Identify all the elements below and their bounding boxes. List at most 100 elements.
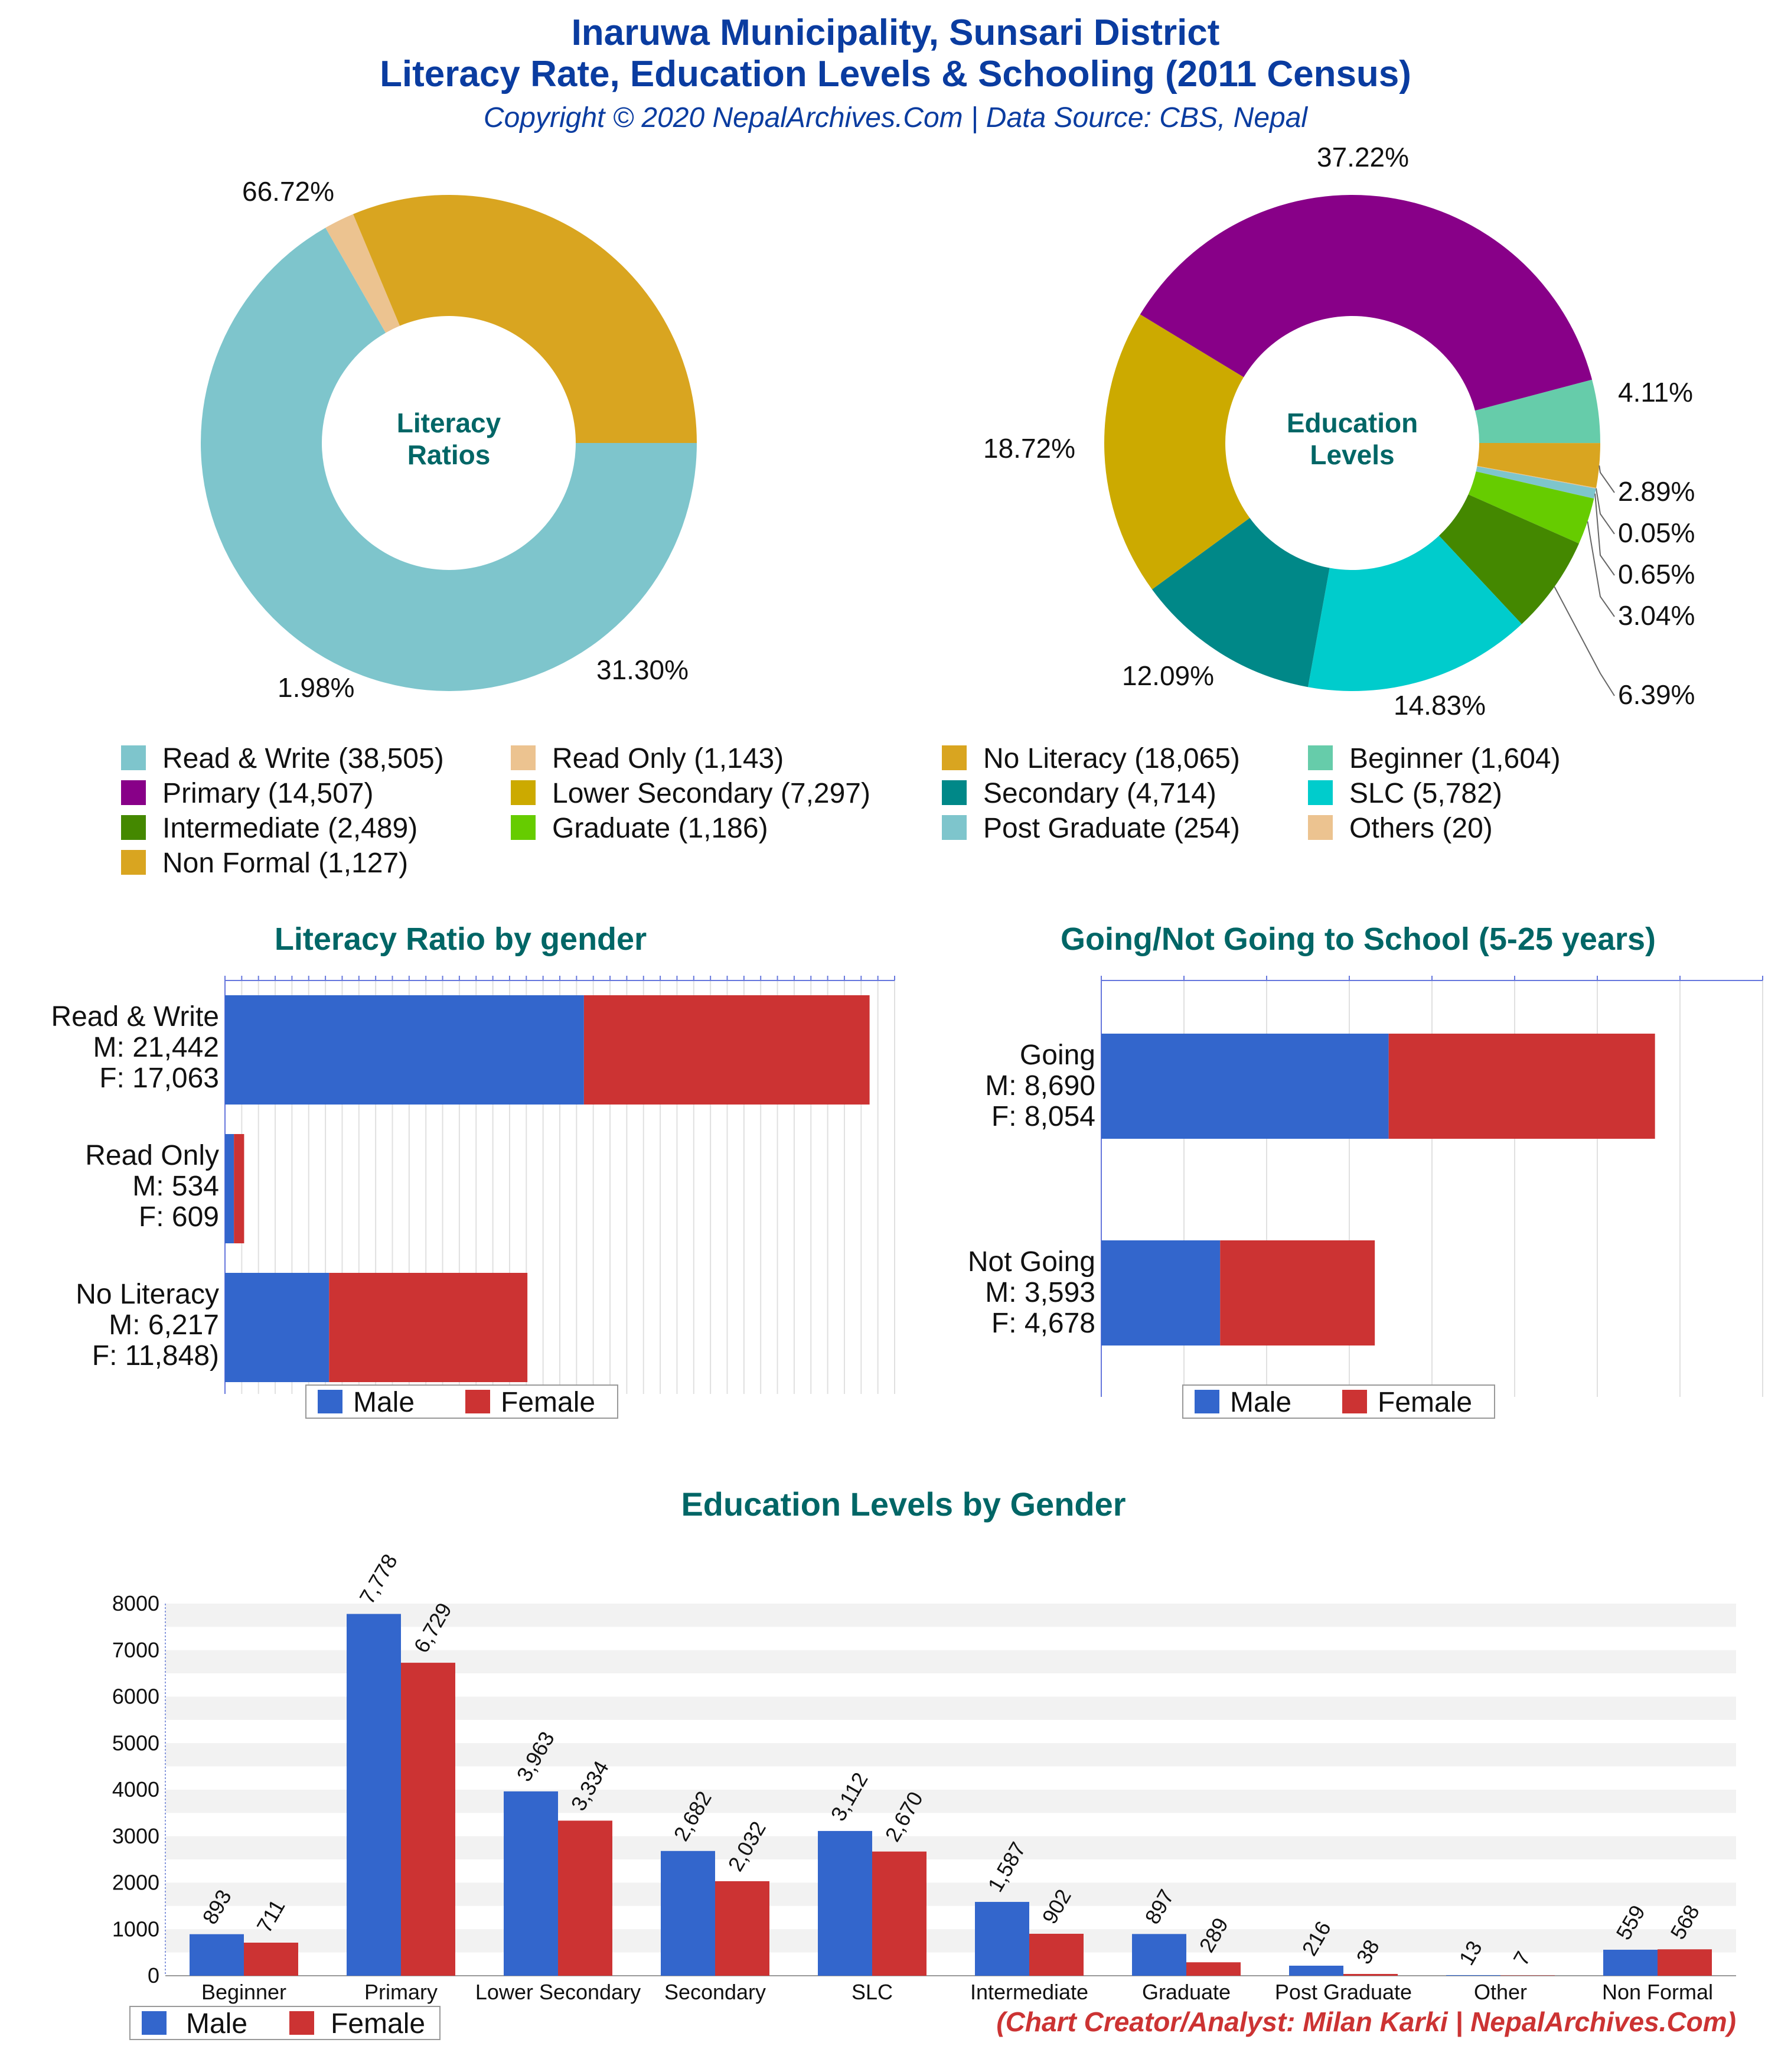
leader-line-others [1595,488,1615,535]
bar-female-no-literacy [329,1273,528,1382]
leader-line-post-graduate [1594,493,1615,576]
education-by-gender-chart: Education Levels by Gender 0 1000 2000 3000 4… [112,1485,1736,2040]
category-label: Read Only [85,1140,219,1171]
category-label: M: 3,593 [985,1277,1095,1308]
legend-label-slc-5-782: SLC (5,782) [1349,778,1502,809]
y-tick-label: 6000 [112,1685,159,1709]
bar-female-other [1500,1975,1555,1976]
pct-label-others: 0.05% [1618,517,1695,548]
slice-intermediate [1438,494,1579,624]
slice-primary [1140,194,1593,411]
bar-male-post-graduate [1289,1965,1343,1976]
legend-box [1182,1384,1495,1419]
legend-label-no-literacy-18-065: No Literacy (18,065) [983,743,1240,774]
chart-title: Education Levels by Gender [681,1485,1126,1523]
category-label: Read & Write [51,1001,219,1032]
bar-male-primary [347,1614,401,1976]
pct-label-graduate: 3.04% [1618,600,1695,631]
pct-label-slc: 14.83% [1394,690,1486,721]
category-label: F: 11,848) [92,1340,219,1371]
slice-beginner [1474,379,1600,444]
legend-swatch-male [142,2011,167,2035]
slice-slc [1307,535,1522,692]
bar-female-read-write [583,995,870,1105]
education-levels-donut: 4.11% 2.89% 0.05% 0.65% 3.04% 6.39% 14.83% 12.0… [983,142,1695,721]
legend-swatch-intermediate-2-489 [121,815,146,840]
bar-female-read-only [234,1134,244,1243]
bar-female-primary [401,1663,455,1976]
legend-label-female: Female [331,2008,425,2040]
bar-female-intermediate [1029,1933,1084,1976]
bar-male-non-formal [1603,1949,1658,1976]
pct-label-post-graduate: 0.65% [1618,559,1695,589]
bar-male-beginner [190,1934,244,1976]
legend-label-others-20: Others (20) [1349,813,1493,844]
legend-swatch-female [1342,1390,1367,1413]
bar-male-read-only [225,1134,234,1243]
category-label: Not Going [968,1246,1095,1278]
bar-female-secondary [715,1881,769,1976]
pct-label-read-write: 66.72% [242,176,334,207]
legend-swatch-secondary-4-714 [942,780,967,805]
copyright-line: Copyright © 2020 NepalArchives.Com | Dat… [483,102,1308,133]
bar-female-post-graduate [1343,1974,1398,1976]
y-tick-label: 7000 [112,1638,159,1662]
legend-label-read-only-1-143: Read Only (1,143) [552,743,784,774]
leader-line-non-formal [1598,465,1615,493]
slice-others [1477,465,1597,489]
chart-title: Going/Not Going to School (5-25 years) [1061,921,1656,957]
legend-label-male: Male [353,1387,415,1418]
category-label: M: 21,442 [93,1032,219,1063]
legend-label-male: Male [1230,1387,1291,1418]
legend-swatch-lower-secondary-7-297 [511,780,536,805]
title-line-1: Inaruwa Municipality, Sunsari District [571,12,1220,53]
x-tick-label-lower-secondary: Lower Secondary [475,1980,641,2004]
pct-label-lower-secondary: 18.72% [983,433,1075,464]
bar-male-intermediate [975,1902,1029,1976]
legend-label-intermediate-2-489: Intermediate (2,489) [162,813,417,844]
x-tick-label-secondary: Secondary [664,1980,766,2004]
legend-label-female: Female [501,1387,595,1418]
pct-label-intermediate: 6.39% [1618,679,1695,710]
pct-label-beginner: 4.11% [1618,377,1693,408]
bar-male-secondary [661,1851,715,1976]
slice-post-graduate [1476,466,1596,499]
bar-female-non-formal [1658,1949,1712,1976]
legend-label-lower-secondary-7-297: Lower Secondary (7,297) [552,778,870,809]
legend-swatch-male [1195,1390,1219,1413]
bar-male-not-going [1101,1240,1221,1346]
legend-swatch-post-graduate-254 [942,815,967,840]
legend-swatch-slc-5-782 [1308,780,1333,805]
title-line-2: Literacy Rate, Education Levels & School… [380,54,1411,95]
legend-label-male: Male [186,2008,247,2040]
value-label-male-primary: 7,778 [354,1550,402,1608]
bar-female-not-going [1220,1240,1375,1346]
legend-swatch-read-only-1-143 [511,745,536,770]
bar-male-read-write [225,995,584,1105]
category-label: F: 4,678 [991,1308,1095,1339]
bar-female-beginner [244,1943,298,1976]
y-tick-label: 1000 [112,1917,159,1941]
x-tick-label-slc: SLC [852,1980,893,2004]
grid-band [165,1604,1736,1627]
category-label: M: 534 [132,1171,219,1202]
bar-female-lower-secondary [558,1820,612,1976]
category-label: F: 609 [139,1201,219,1233]
bar-male-graduate [1132,1934,1186,1976]
category-label: F: 17,063 [99,1063,219,1094]
slice-graduate [1468,471,1594,544]
legend-label-beginner-1-604: Beginner (1,604) [1349,743,1561,774]
y-tick-label: 4000 [112,1777,159,1801]
legend-swatch-female [465,1390,490,1413]
bar-female-graduate [1186,1962,1241,1976]
legend-label-non-formal-1-127: Non Formal (1,127) [162,848,408,879]
credit-footer: (Chart Creator/Analyst: Milan Karki | Ne… [996,2006,1736,2037]
pct-label-read-only: 1.98% [278,672,354,703]
slice-read-only [325,214,400,333]
legend-label-graduate-1-186: Graduate (1,186) [552,813,768,844]
bar-female-going [1388,1034,1655,1139]
legend-swatch-non-formal-1-127 [121,850,146,875]
slice-read-write [201,227,697,691]
category-label: M: 8,690 [985,1070,1095,1102]
